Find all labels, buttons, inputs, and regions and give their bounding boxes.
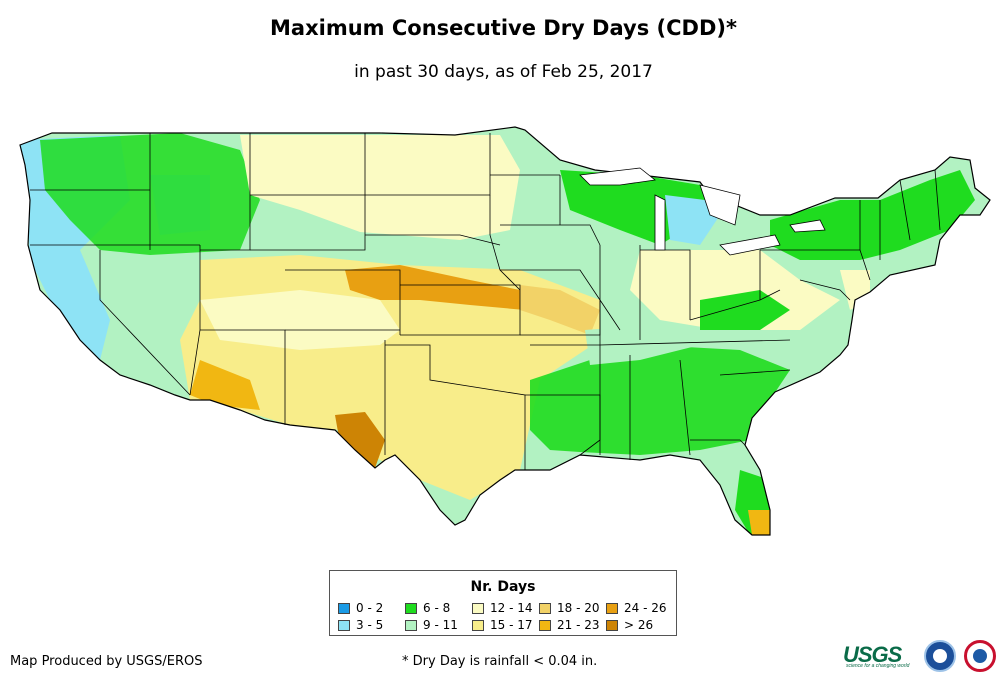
legend-label: 3 - 5 (356, 618, 384, 632)
legend-item: 24 - 26 (606, 601, 667, 615)
legend-label: 15 - 17 (490, 618, 533, 632)
legend-label: 12 - 14 (490, 601, 533, 615)
zone-west-texas (335, 412, 385, 468)
legend-label: 6 - 8 (423, 601, 451, 615)
legend-item: 3 - 5 (338, 618, 383, 632)
zone-tennessee (585, 325, 700, 365)
great-lakes-water (579, 167, 826, 256)
legend-swatch (539, 620, 551, 631)
legend-swatch (606, 603, 618, 614)
zone-missouri (520, 285, 600, 335)
state-boundaries (30, 133, 941, 470)
legend-swatch (606, 620, 618, 631)
usgs-tagline: science for a changing world (846, 663, 910, 669)
legend-swatch (338, 620, 350, 631)
legend-label: > 26 (624, 618, 654, 632)
zone-kansas-colorado (345, 265, 525, 310)
legend-item: 12 - 14 (472, 601, 533, 615)
zone-northeast (770, 170, 975, 260)
legend-item: 18 - 20 (539, 601, 600, 615)
legend-item: 15 - 17 (472, 618, 533, 632)
zone-gulf-coast (530, 345, 790, 455)
legend-label: 9 - 11 (423, 618, 458, 632)
zone-arizona (190, 360, 260, 410)
legend-swatch (405, 603, 417, 614)
legend-item: 9 - 11 (405, 618, 458, 632)
zone-michigan (665, 195, 720, 245)
legend-item: 0 - 2 (338, 601, 383, 615)
legend-label: 21 - 23 (557, 618, 600, 632)
legend-swatch (338, 603, 350, 614)
map-title: Maximum Consecutive Dry Days (CDD)* (270, 16, 737, 40)
credit-text: Map Produced by USGS/EROS (10, 654, 203, 669)
legend-swatch (405, 620, 417, 631)
legend-label: 0 - 2 (356, 601, 384, 615)
legend-title: Nr. Days (470, 579, 536, 595)
legend-item: 21 - 23 (539, 618, 600, 632)
legend-swatch (472, 620, 484, 631)
legend: Nr. Days 0 - 2 3 - 5 6 - 8 9 - 11 12 - 1… (329, 570, 677, 636)
zone-northern-plains (240, 135, 520, 240)
map-subtitle: in past 30 days, as of Feb 25, 2017 (354, 62, 653, 82)
legend-swatch (539, 603, 551, 614)
legend-swatch (472, 603, 484, 614)
footnote-text: * Dry Day is rainfall < 0.04 in. (402, 654, 598, 669)
zone-west-virginia (700, 290, 790, 330)
legend-item: > 26 (606, 618, 653, 632)
noaa-logo (924, 640, 956, 672)
zone-four-corners (200, 290, 400, 350)
legend-label: 18 - 20 (557, 601, 600, 615)
us-outline (19, 126, 991, 536)
legend-item: 6 - 8 (405, 601, 450, 615)
zone-south-florida (748, 510, 770, 535)
legend-label: 24 - 26 (624, 601, 667, 615)
usgs-logo: USGS (843, 642, 902, 667)
nws-logo (964, 640, 996, 672)
